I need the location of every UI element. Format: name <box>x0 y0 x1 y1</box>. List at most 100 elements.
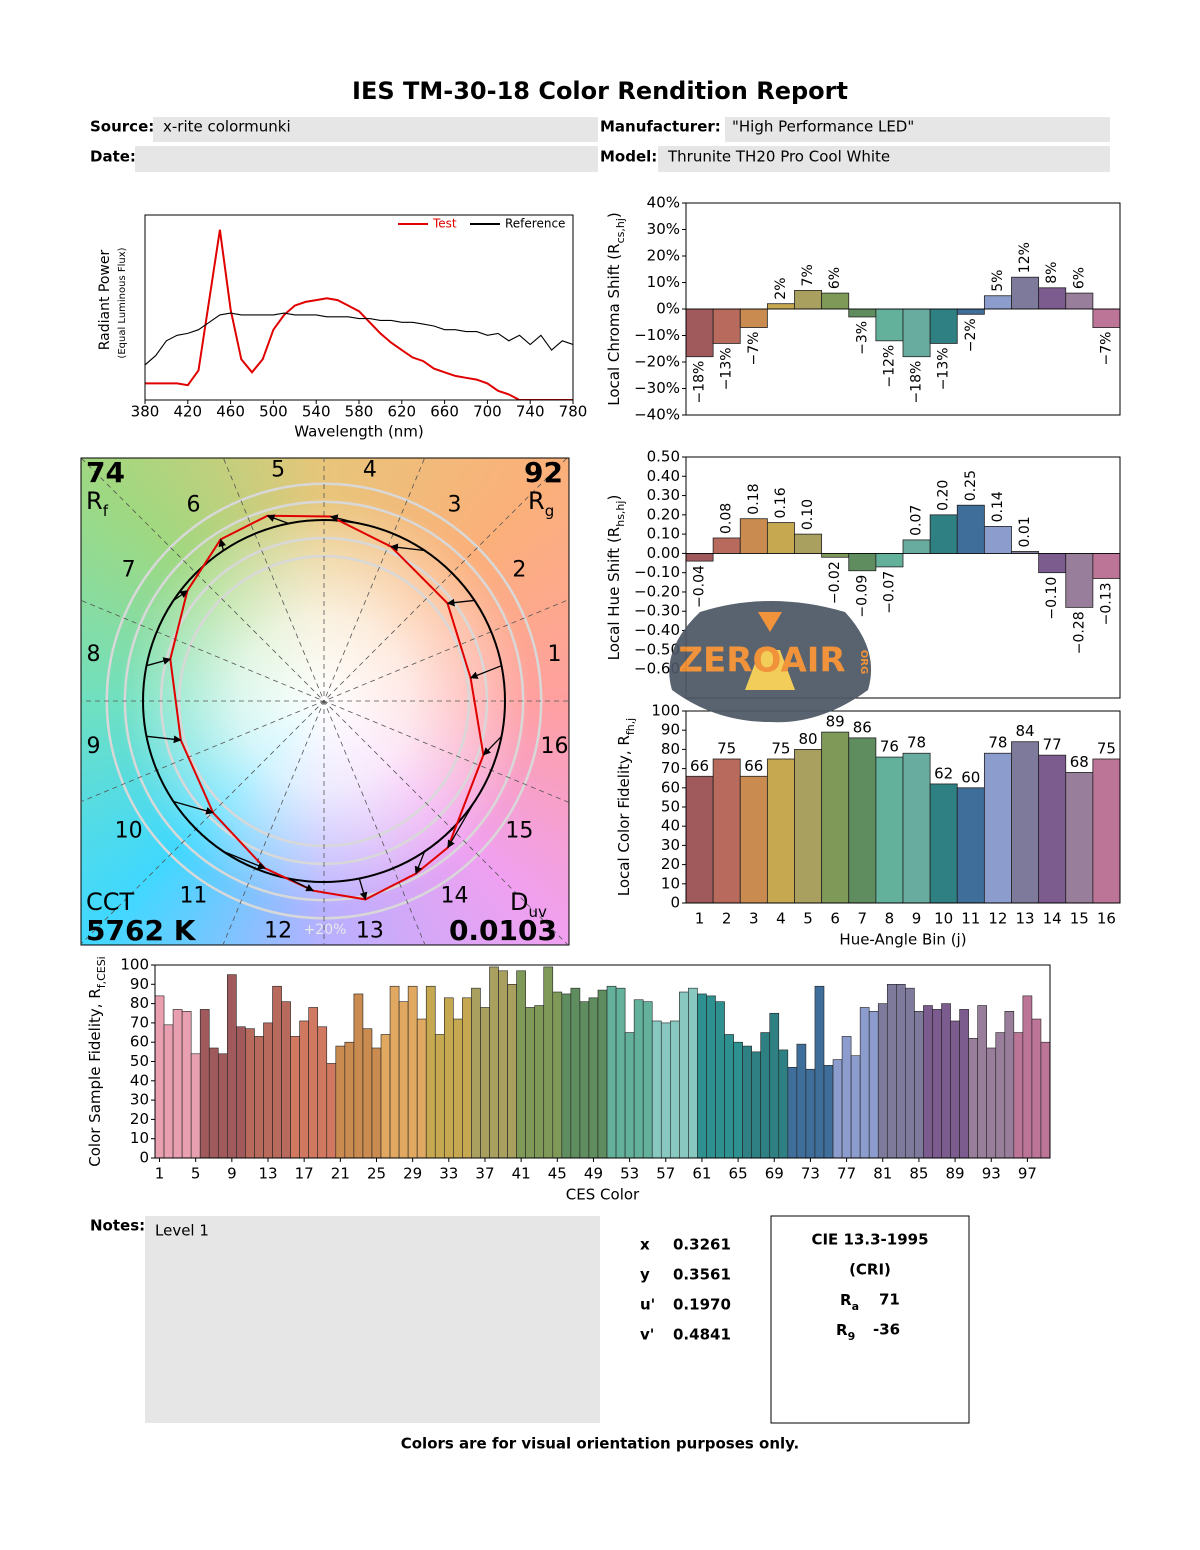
y-tick-label: 90 <box>130 975 149 993</box>
x-tick-label: 57 <box>656 1165 675 1183</box>
shift-arrow <box>469 665 502 679</box>
title: IES TM-30-18 Color Rendition Report <box>352 77 848 105</box>
y-tick-label: 0.40 <box>647 467 680 485</box>
bar <box>597 989 608 1159</box>
hue-bin-label: 13 <box>356 918 384 943</box>
symbol: R <box>86 487 103 515</box>
y-tick-label: 10 <box>661 874 680 892</box>
bar <box>896 983 906 1159</box>
bar <box>380 1034 391 1159</box>
y-axis-label-end: ) <box>605 495 623 501</box>
bar <box>561 993 572 1159</box>
duv-value: 0.0103 <box>449 914 557 947</box>
x-tick-label: 12 <box>988 910 1007 928</box>
y-tick-label: −0.30 <box>634 602 680 620</box>
y-tick-label: 30 <box>661 836 680 854</box>
hue-bin-label: 2 <box>512 557 526 582</box>
x-tick-label: 77 <box>837 1165 856 1183</box>
y-tick-label: 20 <box>661 855 680 873</box>
hue-bin-label: 5 <box>271 458 285 483</box>
y-tick-label: 0 <box>670 894 680 912</box>
shift-arrow <box>358 878 368 901</box>
bar <box>914 1011 924 1159</box>
y-axis-label-text: Color Sample Fidelity, R <box>86 988 104 1166</box>
rg-value: 92 <box>524 456 563 489</box>
bar <box>1038 287 1067 310</box>
x-tick-label: 49 <box>584 1165 603 1183</box>
duv-symbol: Duv <box>510 888 547 921</box>
value-label: 0.08 <box>719 503 735 534</box>
bar <box>868 1011 879 1159</box>
x-tick-label: 580 <box>345 403 374 421</box>
y-tick-label: 80 <box>661 740 680 758</box>
x-axis-label: Wavelength (nm) <box>294 423 424 441</box>
bar <box>875 553 904 568</box>
bar <box>190 1053 201 1159</box>
bar <box>697 993 707 1159</box>
x-tick-label: 29 <box>403 1165 422 1183</box>
x-tick-label: 8 <box>885 910 895 928</box>
shift-arrow <box>173 800 214 815</box>
bar <box>543 966 554 1159</box>
y-axis-label-sub: fh,j <box>624 718 637 735</box>
bar <box>902 752 931 904</box>
y-axis-label: Local Color Fidelity, Rfh,j <box>615 718 637 897</box>
y-tick-label: 100 <box>651 702 680 720</box>
hue-bin-divider <box>81 599 569 803</box>
value-label: −18% <box>909 361 925 404</box>
bar <box>941 1003 951 1159</box>
y-axis-label-text: Local Color Fidelity, R <box>615 735 633 896</box>
value-label: −0.04 <box>692 565 708 608</box>
bar <box>299 1020 309 1159</box>
bar <box>624 1032 635 1159</box>
value-label: −7% <box>746 332 762 366</box>
footer: Colors are for visual orientation purpos… <box>401 1435 800 1453</box>
y-tick-label: 80 <box>130 994 149 1012</box>
bar <box>956 504 985 554</box>
rf-symbol: Rf <box>86 487 109 520</box>
colorimetry-value: 0.4841 <box>673 1326 731 1344</box>
x-tick-label: 7 <box>858 910 868 928</box>
value-label: −13% <box>719 347 735 390</box>
bar <box>154 995 165 1159</box>
x-tick-label: 10 <box>934 910 953 928</box>
plot-frame <box>685 456 1121 699</box>
bar <box>1031 1018 1042 1159</box>
bar <box>688 987 698 1159</box>
colorimetry-label: y <box>640 1266 650 1284</box>
y-tick-label: 20 <box>130 1110 149 1128</box>
y-tick-label: 100 <box>120 956 149 974</box>
x-tick-label: 5 <box>803 910 813 928</box>
bar <box>181 1011 192 1159</box>
cct-label: CCT <box>86 888 135 916</box>
shift-arrow <box>218 538 227 551</box>
legend-label: Test <box>432 217 457 231</box>
bar <box>1092 553 1121 579</box>
x-tick-label: 9 <box>912 910 922 928</box>
colorimetry-value: 0.3261 <box>673 1236 731 1254</box>
field-box <box>725 117 1110 142</box>
x-tick-label: 1 <box>155 1165 165 1183</box>
cri-title: CIE 13.3-1995 <box>811 1231 928 1249</box>
bar <box>950 1020 960 1159</box>
value-label: 75 <box>717 740 736 758</box>
bar <box>769 1012 780 1159</box>
hue-bin-label: 16 <box>540 734 568 759</box>
bar <box>959 1009 969 1159</box>
x-tick-label: 45 <box>548 1165 567 1183</box>
bar <box>1011 276 1040 310</box>
x-tick-label: 14 <box>1043 910 1062 928</box>
bar <box>272 985 282 1159</box>
bar <box>902 539 931 554</box>
bar <box>685 553 714 562</box>
value-label: 62 <box>934 764 953 782</box>
x-tick-label: 25 <box>367 1165 386 1183</box>
x-tick-label: 420 <box>173 403 202 421</box>
cri-box <box>770 1215 970 1424</box>
y-tick-label: 0.50 <box>647 448 680 466</box>
colorimetry-label: x <box>640 1236 650 1254</box>
value-label: 0.10 <box>800 499 816 530</box>
x-tick-label: 85 <box>909 1165 928 1183</box>
x-axis-label: CES Color <box>566 1186 640 1204</box>
value-label: −18% <box>692 361 708 404</box>
